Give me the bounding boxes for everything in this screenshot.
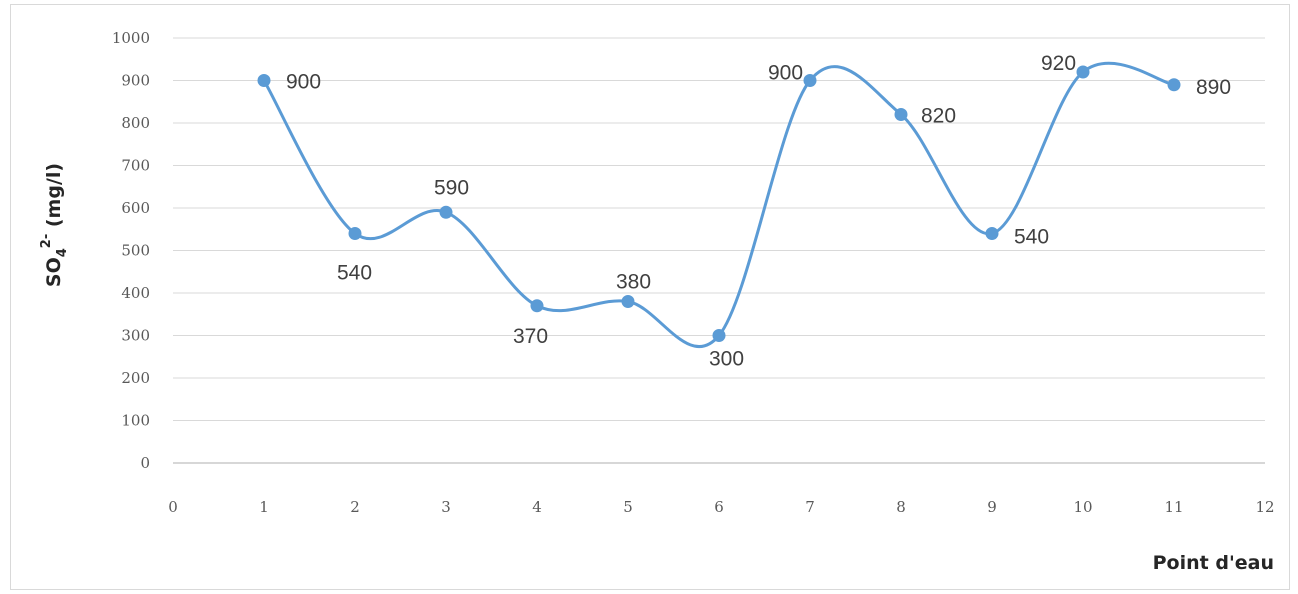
- series-lines: [262, 61, 1175, 349]
- data-point-9: [985, 227, 999, 240]
- y-axis-title: SO42- (mg/l): [39, 163, 70, 287]
- x-tick-label: 6: [714, 498, 724, 516]
- data-label-9: 540: [1014, 226, 1049, 249]
- data-point-7: [803, 74, 817, 87]
- x-tick-label: 4: [532, 498, 542, 516]
- data-point-1: [257, 74, 271, 87]
- y-axis-title-unit: (mg/l): [43, 163, 65, 234]
- series-line: [262, 61, 1175, 349]
- y-tick-label: 1000: [112, 29, 150, 47]
- y-tick-label: 600: [121, 199, 150, 217]
- y-axis-title-main: SO: [43, 257, 65, 287]
- y-tick-label: 700: [121, 157, 150, 175]
- x-tick-label: 3: [441, 498, 451, 516]
- x-tick-label: 7: [805, 498, 815, 516]
- data-label-3: 590: [434, 176, 469, 199]
- data-point-3: [439, 205, 453, 219]
- data-label-11: 890: [1196, 76, 1231, 99]
- x-tick-label: 1: [259, 498, 269, 516]
- y-tick-label: 800: [121, 114, 150, 132]
- x-tick-label: 5: [623, 498, 633, 516]
- x-tick-label: 10: [1073, 498, 1092, 516]
- y-tick-label: 400: [121, 284, 150, 302]
- data-markers: [257, 65, 1181, 342]
- data-point-5: [621, 295, 635, 308]
- data-labels: 900 540 590 370 380 300 900 820 540 920 890: [286, 52, 1231, 371]
- y-tick-label: 300: [121, 327, 150, 345]
- data-point-11: [1167, 78, 1181, 92]
- data-point-2: [348, 227, 362, 240]
- x-tick-label: 2: [350, 498, 360, 516]
- y-tick-label: 500: [121, 242, 150, 260]
- x-axis-title: Point d'eau: [1153, 552, 1274, 574]
- x-tick-label: 9: [987, 498, 997, 516]
- gridlines: [173, 37, 1265, 421]
- data-point-4: [530, 299, 544, 313]
- chart-area: [10, 4, 1290, 590]
- y-tick-label: 0: [140, 454, 150, 472]
- x-tick-label: 8: [896, 498, 906, 516]
- data-label-10: 920: [1041, 52, 1076, 75]
- y-axis-title-subscript: 4: [55, 248, 70, 257]
- data-label-8: 820: [921, 105, 956, 128]
- x-tick-label: 12: [1255, 498, 1274, 516]
- data-label-7: 900: [768, 62, 803, 85]
- data-label-2: 540: [337, 262, 372, 285]
- y-axis-title-superscript: 2-: [39, 234, 54, 248]
- data-point-10: [1076, 65, 1090, 79]
- data-label-5: 380: [616, 271, 651, 294]
- data-label-1: 900: [286, 71, 321, 94]
- data-label-4: 370: [513, 325, 548, 348]
- data-label-6: 300: [709, 348, 744, 371]
- y-tick-label: 200: [121, 369, 150, 387]
- data-point-6: [712, 329, 726, 342]
- x-tick-label: 11: [1164, 498, 1183, 516]
- x-tick-label: 0: [168, 498, 178, 516]
- data-point-8: [894, 108, 908, 121]
- y-tick-label: 900: [121, 72, 150, 90]
- y-tick-label: 100: [121, 412, 150, 430]
